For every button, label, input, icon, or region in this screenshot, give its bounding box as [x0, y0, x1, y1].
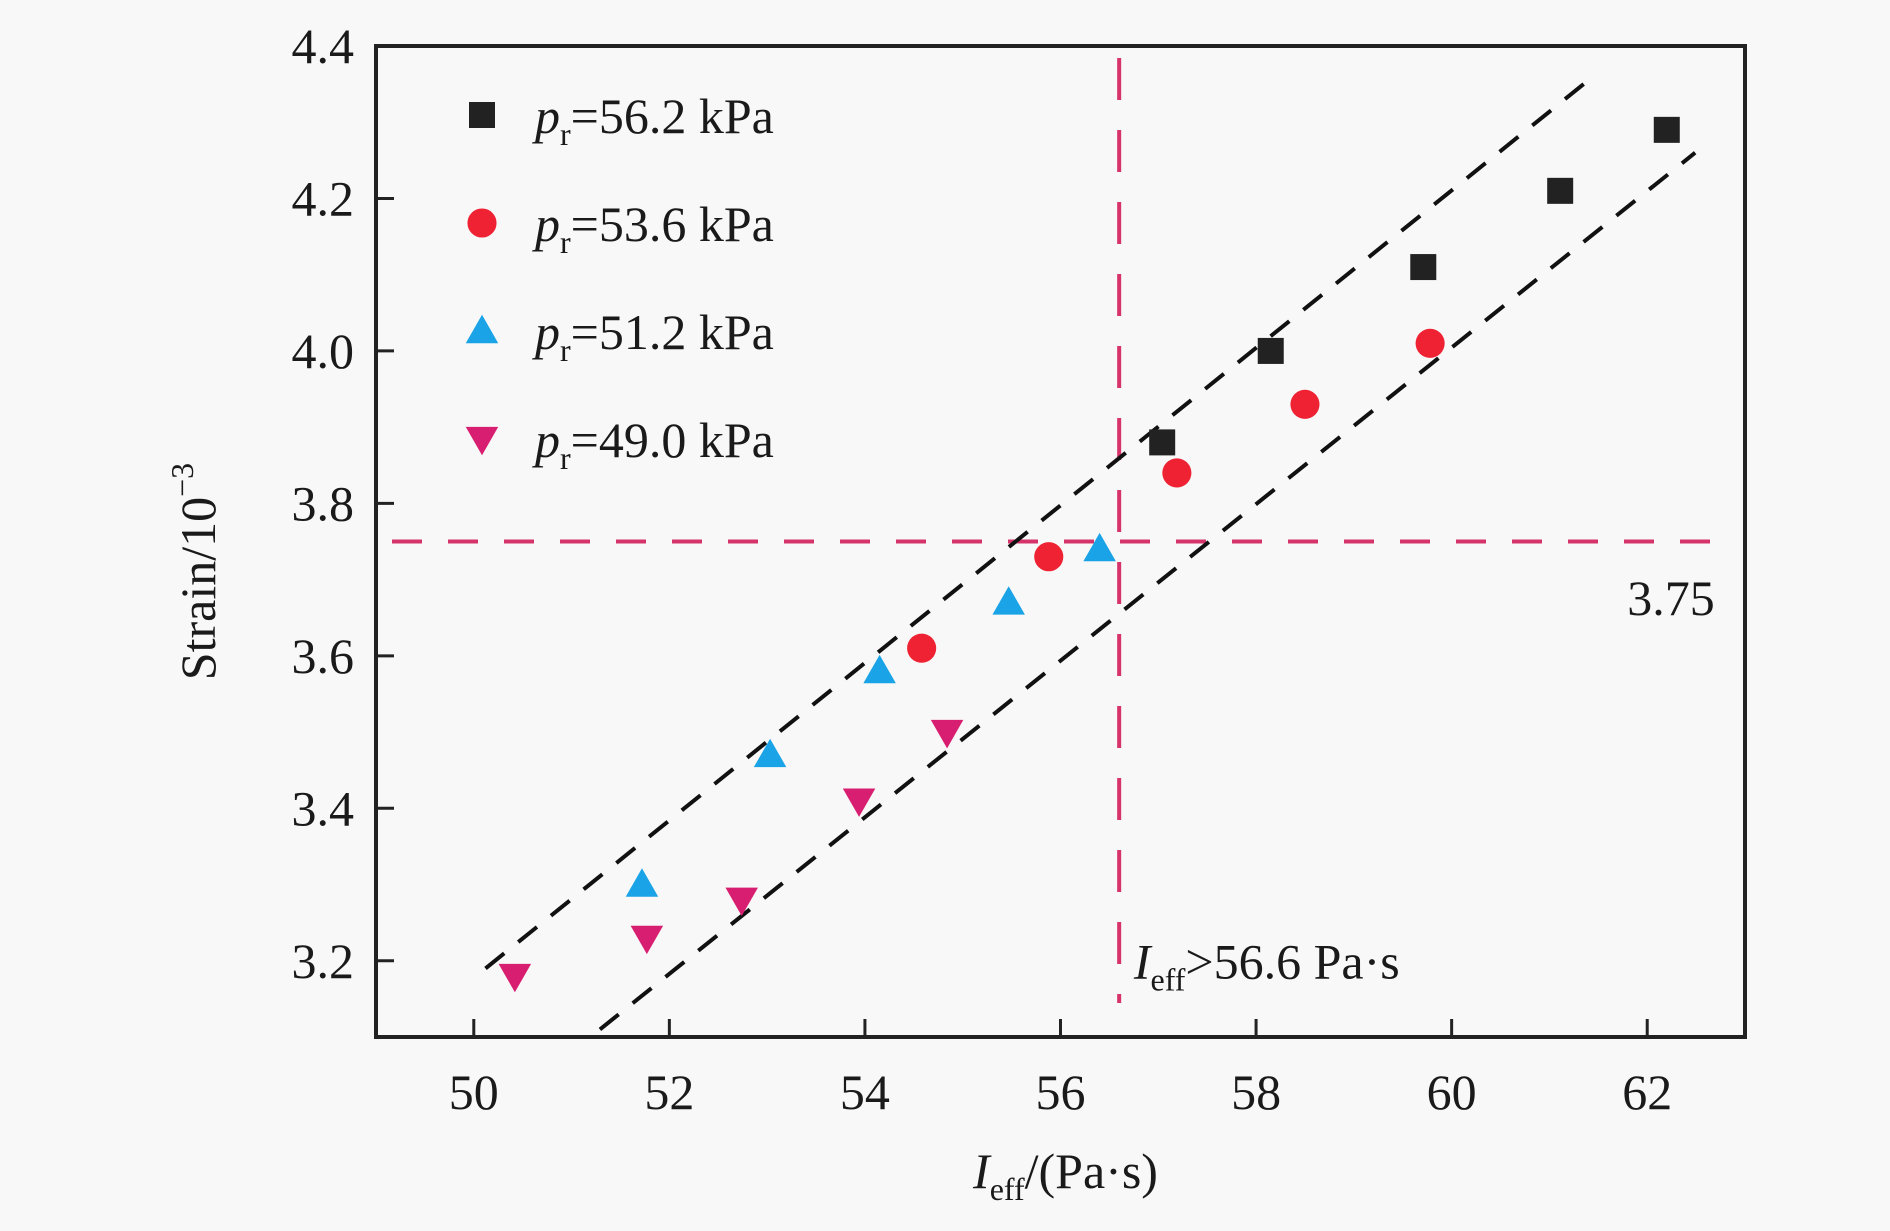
legend-marker-triangle-down — [465, 426, 499, 456]
series-square — [1149, 116, 1680, 456]
data-point — [1290, 389, 1320, 419]
legend-label: pr=56.2 kPa — [532, 88, 774, 152]
legend-item: pr=53.6 kPa — [467, 196, 774, 260]
data-point — [842, 788, 876, 817]
fit-lines — [484, 82, 1697, 1031]
data-point — [1653, 116, 1680, 143]
x-tick-label: 60 — [1427, 1064, 1477, 1120]
y-tick-label: 4.0 — [292, 323, 355, 379]
lower-bound-line — [598, 151, 1697, 1031]
x-tick-label: 50 — [449, 1064, 499, 1120]
legend-marker-circle — [467, 208, 497, 238]
data-point — [863, 654, 896, 684]
data-point — [930, 719, 964, 749]
legend-item: pr=56.2 kPa — [469, 88, 774, 152]
x-tick-label: 56 — [1036, 1064, 1086, 1120]
data-point — [1415, 328, 1445, 358]
x-axis-title: Ieff/(Pa·s) — [972, 1143, 1158, 1207]
x-tick-label: 58 — [1231, 1064, 1281, 1120]
axis-ticks: 50 52 54 56 58 60 62 3.2 3.4 3.6 3.8 4.0 4.2 4.4 — [292, 18, 1673, 1120]
data-point — [1257, 337, 1284, 364]
y-tick-label: 4.4 — [292, 18, 355, 74]
data-point — [992, 586, 1025, 615]
y-axis-title: Strain/10−3 — [164, 463, 226, 680]
x-tick-label: 62 — [1622, 1064, 1672, 1120]
legend-label: pr=53.6 kPa — [532, 196, 774, 260]
y-tick-label: 3.2 — [292, 933, 355, 989]
data-point — [1410, 254, 1437, 281]
data-point — [625, 868, 659, 897]
strain-threshold-label: 3.75 — [1627, 570, 1715, 626]
data-points — [498, 116, 1680, 993]
x-tick-label: 52 — [644, 1064, 694, 1120]
legend-label: pr=51.2 kPa — [532, 304, 774, 368]
series-circle — [907, 328, 1445, 663]
data-point — [1083, 532, 1116, 562]
ieff-threshold-label: Ieff>56.6 Pa·s — [1133, 933, 1400, 997]
legend-marker-square — [469, 102, 495, 128]
y-tick-label: 3.4 — [292, 780, 355, 836]
data-point — [630, 925, 664, 955]
data-point — [907, 633, 937, 663]
x-tick-label: 54 — [840, 1064, 890, 1120]
legend-item: pr=49.0 kPa — [465, 412, 774, 476]
y-tick-label: 3.6 — [292, 628, 355, 684]
legend-item: pr=51.2 kPa — [465, 304, 774, 368]
y-tick-label: 3.8 — [292, 475, 355, 531]
data-point — [725, 887, 758, 917]
data-point — [498, 963, 532, 993]
y-tick-label: 4.2 — [292, 170, 355, 226]
legend: pr=56.2 kPa pr=53.6 kPa pr=51.2 kPa pr=49.0… — [465, 88, 774, 476]
data-point — [753, 738, 787, 768]
series-triangle-up — [625, 532, 1116, 897]
series-triangle-down — [498, 719, 964, 993]
data-point — [1149, 429, 1176, 456]
legend-label: pr=49.0 kPa — [532, 412, 774, 476]
data-point — [1547, 177, 1574, 204]
data-point — [1034, 542, 1064, 572]
legend-marker-triangle-up — [465, 314, 499, 344]
data-point — [1162, 458, 1192, 488]
reference-lines — [392, 58, 1729, 1003]
